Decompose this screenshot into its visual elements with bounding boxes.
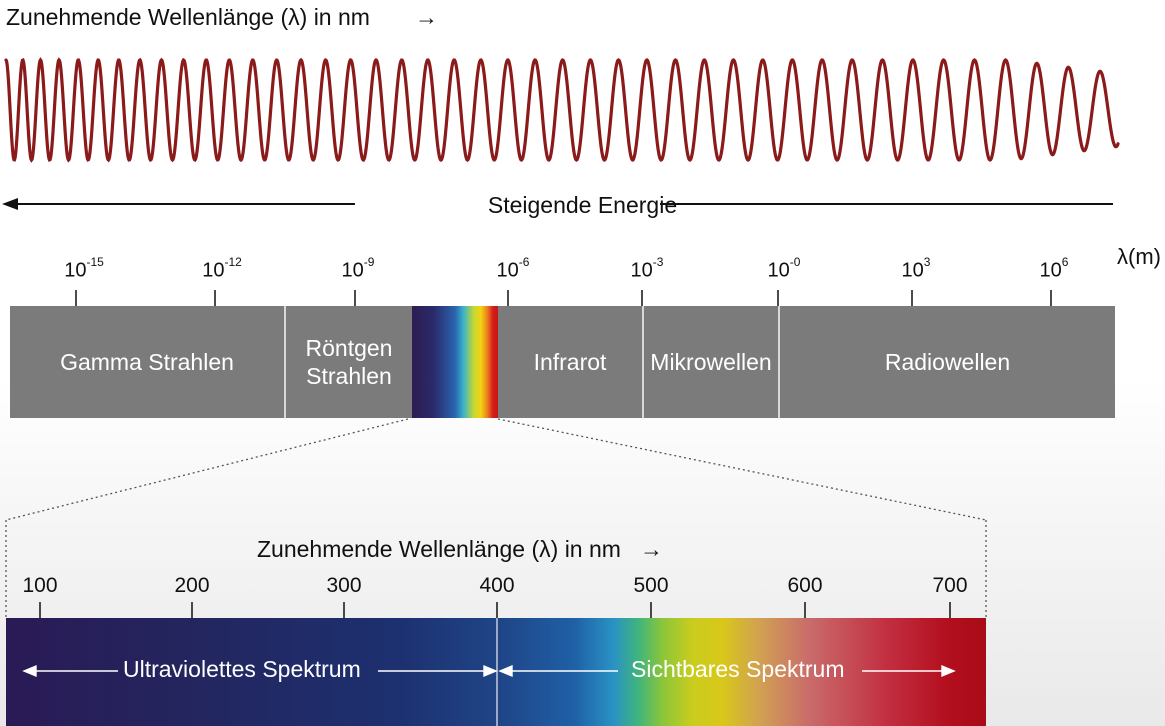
band-xray-label-2: Strahlen	[306, 363, 392, 389]
arrow-right-icon: →	[415, 4, 438, 30]
band-gamma-label: Gamma Strahlen	[60, 349, 234, 375]
tick-label: 106	[1039, 255, 1069, 282]
band-radio: Radiowellen	[778, 306, 1115, 418]
uv-visible-spectrum-bar	[6, 618, 986, 726]
arrow-right-icon	[941, 664, 956, 678]
zoom-lines	[5, 418, 987, 619]
lower-bar-overlay	[22, 618, 956, 726]
wave-graphic	[4, 57, 1120, 163]
wavelength-title-lower: Zunehmende Wellenlänge (λ) in nm	[257, 536, 621, 562]
tick-label: 10-3	[630, 255, 664, 282]
tick-label: 10-0	[767, 255, 801, 282]
zoom-line-left	[5, 418, 409, 521]
arrow-left-icon	[2, 198, 18, 210]
nm-tick-label: 100	[22, 574, 58, 597]
wavelength-title-top: Zunehmende Wellenlänge (λ) in nm	[6, 4, 370, 30]
band-microwave: Mikrowellen	[642, 306, 778, 418]
energy-arrow	[2, 198, 1113, 210]
band-gamma: Gamma Strahlen	[10, 306, 284, 418]
nm-tick-label: 200	[174, 574, 210, 597]
nm-tick-label: 600	[787, 574, 823, 597]
band-infrared: Infrarot	[498, 306, 642, 418]
nm-tick-label: 300	[326, 574, 362, 597]
nm-tick-label: 700	[932, 574, 968, 597]
tick-label: 103	[901, 255, 931, 282]
band-xray: Röntgen Strahlen	[284, 306, 412, 418]
nm-tick-label: 500	[633, 574, 669, 597]
uv-spectrum-label: Ultraviolettes Spektrum	[123, 656, 361, 682]
tick-label: 10-9	[341, 255, 375, 282]
tick-label: 10-15	[64, 255, 104, 282]
arrow-right-icon	[483, 664, 498, 678]
band-infrared-label: Infrarot	[533, 349, 607, 375]
visible-spectrum-label: Sichtbares Spektrum	[631, 656, 845, 682]
band-radio-label: Radiowellen	[884, 349, 1011, 375]
nm-tick-marks	[39, 602, 951, 618]
nm-tick-label: 400	[479, 574, 515, 597]
wave-line	[4, 57, 1120, 163]
tick-label: 10-12	[202, 255, 242, 282]
band-xray-label-1: Röntgen	[305, 335, 393, 361]
visible-light-strip	[412, 306, 498, 418]
arrow-left-icon	[22, 664, 37, 678]
tick-marks	[75, 290, 1052, 306]
energy-label: Steigende Energie	[487, 192, 678, 218]
tick-label: 10-6	[496, 255, 530, 282]
zoom-line-right	[497, 418, 987, 521]
band-microwave-label: Mikrowellen	[650, 349, 772, 375]
arrow-left-icon	[498, 664, 513, 678]
lambda-unit-label: λ(m)	[1117, 244, 1161, 269]
arrow-right-icon: →	[640, 536, 663, 562]
